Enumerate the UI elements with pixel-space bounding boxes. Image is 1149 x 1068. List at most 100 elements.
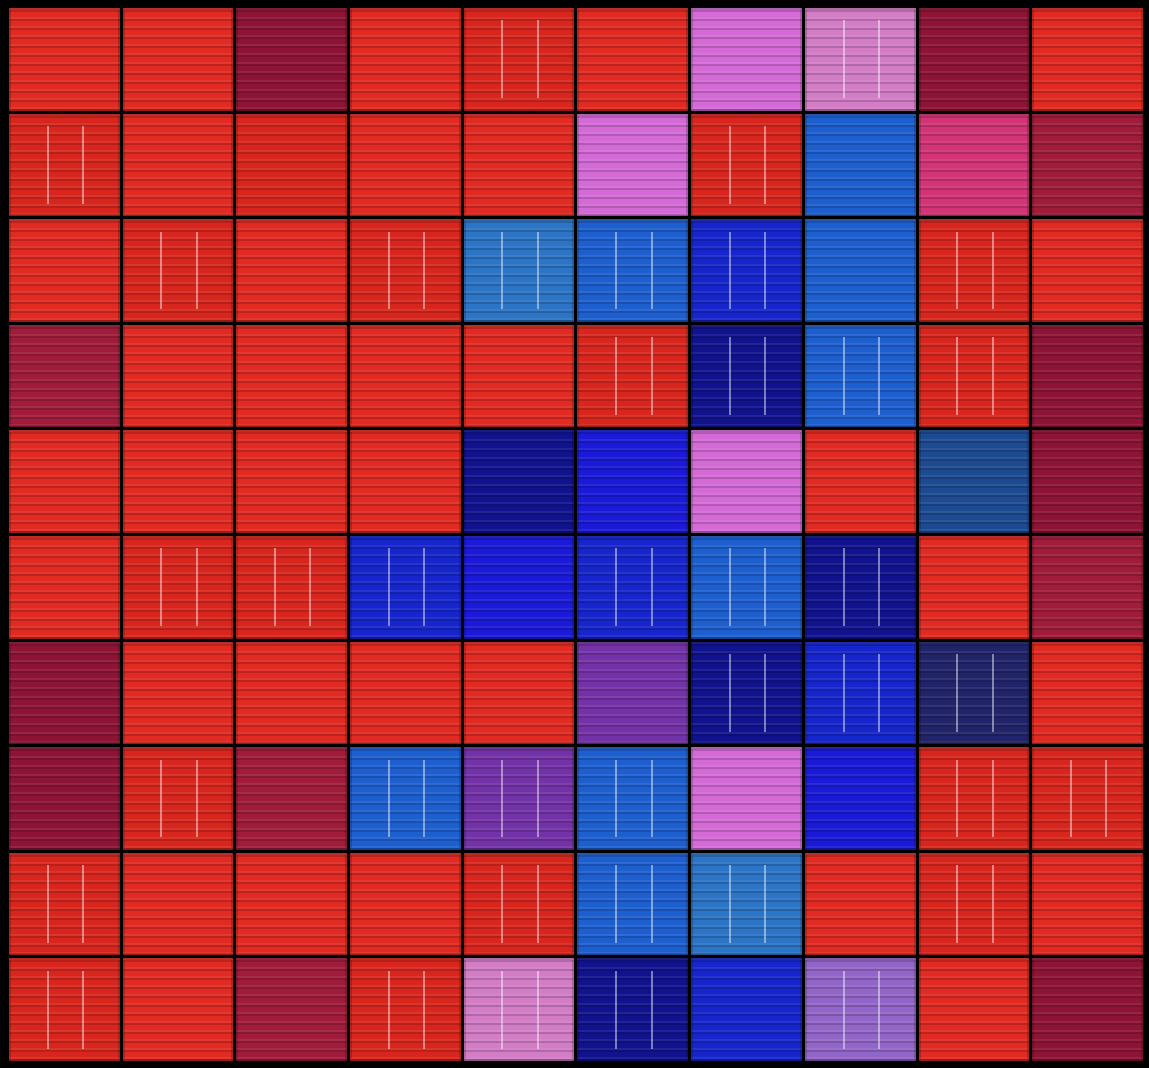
container: [918, 852, 1030, 956]
container: [122, 535, 234, 639]
container: [1032, 535, 1143, 639]
container: [1032, 219, 1143, 322]
container: [918, 8, 1030, 111]
container: [350, 535, 461, 639]
container: [122, 219, 234, 322]
container: [691, 8, 802, 111]
container: [350, 958, 461, 1061]
container: [236, 535, 348, 639]
container: [804, 641, 916, 745]
container: [691, 219, 802, 322]
container: [804, 958, 916, 1061]
container: [691, 641, 802, 745]
container: [236, 8, 348, 111]
container: [918, 641, 1030, 745]
container: [350, 852, 461, 956]
container: [122, 113, 234, 217]
container: [350, 113, 461, 217]
container: [122, 958, 234, 1061]
container: [577, 430, 689, 533]
container: [9, 852, 120, 956]
container: [236, 747, 348, 850]
container: [463, 852, 575, 956]
container: [9, 113, 120, 217]
container: [122, 324, 234, 428]
container: [463, 324, 575, 428]
container: [236, 324, 348, 428]
container: [122, 8, 234, 111]
container-grid: [9, 8, 1143, 1061]
container: [350, 641, 461, 745]
container: [463, 219, 575, 322]
container: [1032, 747, 1143, 850]
container: [236, 852, 348, 956]
container: [691, 430, 802, 533]
container: [691, 747, 802, 850]
container: [918, 113, 1030, 217]
container: [1032, 641, 1143, 745]
container: [804, 747, 916, 850]
container: [804, 535, 916, 639]
container: [9, 535, 120, 639]
container: [918, 219, 1030, 322]
container: [350, 430, 461, 533]
container: [9, 8, 120, 111]
container: [804, 113, 916, 217]
container: [236, 430, 348, 533]
container: [577, 8, 689, 111]
container: [1032, 324, 1143, 428]
container: [804, 8, 916, 111]
container: [463, 430, 575, 533]
container: [463, 535, 575, 639]
container: [577, 747, 689, 850]
container: [9, 430, 120, 533]
container: [463, 958, 575, 1061]
container: [577, 535, 689, 639]
container: [577, 641, 689, 745]
container: [350, 324, 461, 428]
container: [691, 852, 802, 956]
container: [918, 958, 1030, 1061]
container: [1032, 852, 1143, 956]
container: [9, 747, 120, 850]
container: [804, 852, 916, 956]
container: [804, 324, 916, 428]
container: [122, 852, 234, 956]
container: [236, 113, 348, 217]
container: [236, 219, 348, 322]
container: [804, 219, 916, 322]
container: [1032, 8, 1143, 111]
container: [122, 641, 234, 745]
container: [9, 641, 120, 745]
container: [122, 747, 234, 850]
container: [1032, 430, 1143, 533]
container: [691, 113, 802, 217]
container: [577, 324, 689, 428]
container: [691, 535, 802, 639]
container: [577, 219, 689, 322]
container: [918, 747, 1030, 850]
container: [9, 324, 120, 428]
container: [577, 958, 689, 1061]
container: [463, 8, 575, 111]
container: [350, 747, 461, 850]
container: [463, 113, 575, 217]
container: [463, 747, 575, 850]
container: [236, 641, 348, 745]
container: [122, 430, 234, 533]
container: [691, 958, 802, 1061]
container: [1032, 113, 1143, 217]
container: [918, 430, 1030, 533]
container: [918, 324, 1030, 428]
container: [236, 958, 348, 1061]
container: [350, 219, 461, 322]
container: [463, 641, 575, 745]
container: [9, 958, 120, 1061]
container: [804, 430, 916, 533]
container: [9, 219, 120, 322]
container: [918, 535, 1030, 639]
container: [1032, 958, 1143, 1061]
